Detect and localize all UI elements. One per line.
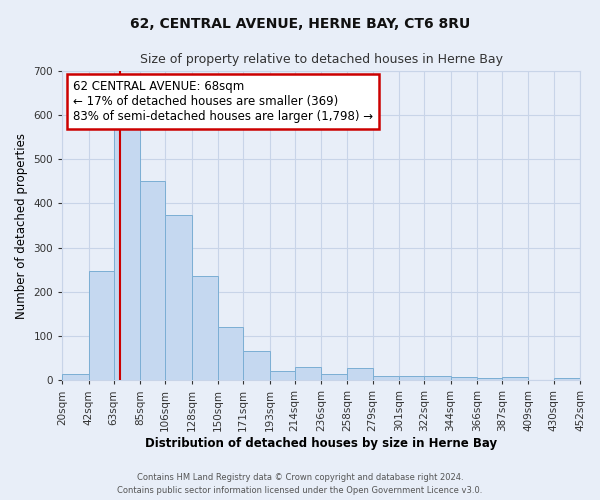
Bar [295,367,321,380]
Bar [218,327,243,380]
Text: 62 CENTRAL AVENUE: 68sqm
← 17% of detached houses are smaller (369)
83% of semi-: 62 CENTRAL AVENUE: 68sqm ← 17% of detach… [73,80,373,123]
Bar [269,370,295,380]
Bar [399,376,424,380]
Bar [502,377,529,380]
Text: 62, CENTRAL AVENUE, HERNE BAY, CT6 8RU: 62, CENTRAL AVENUE, HERNE BAY, CT6 8RU [130,18,470,32]
Bar [451,377,477,380]
Bar [477,378,502,380]
Y-axis label: Number of detached properties: Number of detached properties [15,132,28,318]
Bar [424,376,451,380]
Bar [373,376,399,380]
Title: Size of property relative to detached houses in Herne Bay: Size of property relative to detached ho… [140,52,503,66]
Bar [347,368,373,380]
Bar [191,276,218,380]
Bar [165,214,191,380]
Bar [62,374,89,380]
Text: Contains HM Land Registry data © Crown copyright and database right 2024.
Contai: Contains HM Land Registry data © Crown c… [118,474,482,495]
Bar [114,122,140,380]
Bar [89,271,114,380]
Bar [140,182,165,380]
Bar [321,374,347,380]
Bar [554,378,580,380]
X-axis label: Distribution of detached houses by size in Herne Bay: Distribution of detached houses by size … [145,437,497,450]
Bar [243,350,269,380]
